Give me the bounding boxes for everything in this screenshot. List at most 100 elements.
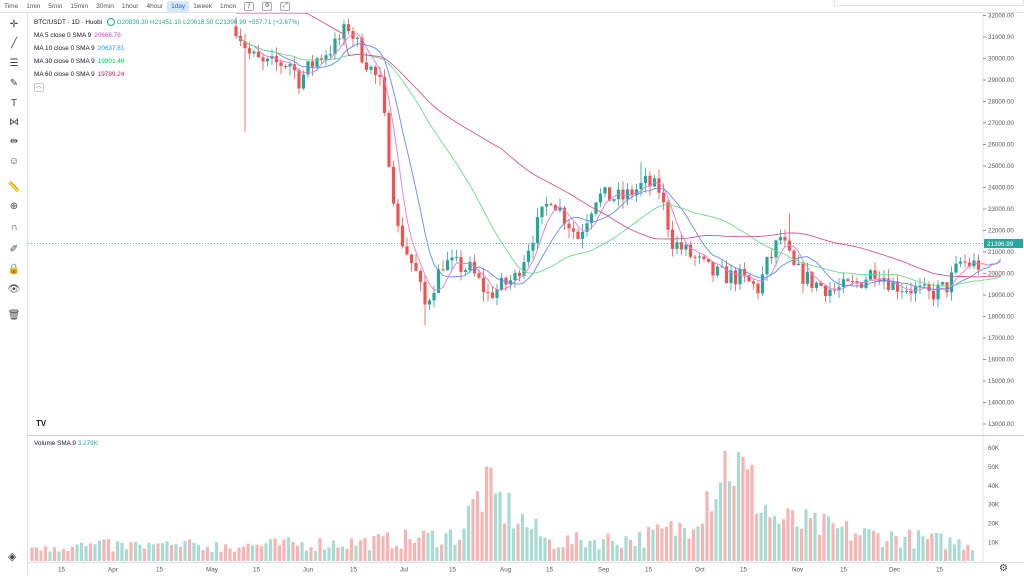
volume-bar[interactable] [588, 540, 592, 561]
candle[interactable] [909, 282, 913, 302]
volume-bar[interactable] [579, 540, 583, 561]
volume-bar[interactable] [48, 551, 52, 561]
candle[interactable] [580, 224, 585, 249]
volume-bar[interactable] [894, 535, 898, 561]
volume-bar[interactable] [354, 545, 358, 561]
volume-bar[interactable] [201, 550, 205, 561]
volume-bar[interactable] [160, 543, 165, 561]
candle[interactable] [607, 187, 612, 201]
volume-bar[interactable] [511, 528, 516, 561]
volume-bar[interactable] [808, 517, 813, 561]
candle[interactable] [715, 264, 720, 278]
volume-bar[interactable] [525, 527, 529, 561]
volume-bar[interactable] [421, 530, 426, 561]
volume-bar[interactable] [651, 529, 655, 561]
volume-bar[interactable] [840, 526, 844, 561]
volume-bar[interactable] [435, 547, 439, 561]
candle[interactable] [877, 271, 882, 285]
candle[interactable] [283, 64, 288, 70]
volume-bar[interactable] [961, 549, 966, 561]
volume-bar[interactable] [534, 518, 538, 561]
volume-bar[interactable] [286, 537, 291, 561]
candle[interactable] [553, 204, 558, 211]
volume-bar[interactable] [709, 511, 714, 561]
candle[interactable] [549, 202, 553, 206]
volume-bar[interactable] [174, 544, 178, 561]
candle[interactable] [895, 274, 900, 299]
candle[interactable] [405, 237, 409, 256]
volume-bar[interactable] [417, 537, 421, 561]
volume-bar[interactable] [259, 546, 264, 561]
candle[interactable] [783, 229, 787, 248]
ma-row[interactable]: MA 10 close 0 SMA 9 20637.81 [34, 42, 299, 55]
volume-bar[interactable] [615, 544, 619, 561]
candle[interactable] [409, 254, 414, 272]
volume-bar[interactable] [412, 542, 417, 561]
volume-bar[interactable] [133, 541, 138, 561]
ma-row[interactable]: MA 5 close 0 SMA 9 20666.76 [34, 29, 299, 42]
volume-bar[interactable] [624, 536, 628, 561]
volume-bar[interactable] [844, 521, 849, 561]
volume-bar[interactable] [655, 524, 660, 561]
volume-bar[interactable] [633, 546, 637, 561]
visibility-icon[interactable] [106, 18, 115, 27]
candle[interactable] [526, 244, 531, 267]
volume-bar[interactable] [93, 544, 97, 561]
volume-bar[interactable] [642, 547, 646, 561]
volume-bar[interactable] [957, 539, 961, 561]
candle[interactable] [724, 260, 729, 284]
volume-bar[interactable] [43, 546, 48, 561]
collapse-legend-button[interactable]: ︿ [34, 83, 44, 92]
candle[interactable] [738, 263, 742, 290]
volume-bar[interactable] [498, 492, 502, 561]
volume-bar[interactable] [349, 538, 354, 561]
candle[interactable] [819, 280, 823, 287]
volume-bar[interactable] [241, 546, 246, 561]
volume-bar[interactable] [138, 544, 142, 561]
volume-bar[interactable] [97, 540, 102, 561]
timeframe-1week[interactable]: 1week [193, 2, 212, 10]
candle[interactable] [625, 183, 630, 206]
volume-bar[interactable] [903, 536, 907, 561]
volume-bar[interactable] [520, 513, 525, 561]
candle[interactable] [472, 254, 477, 277]
volume-bar[interactable] [574, 532, 579, 561]
candle[interactable] [355, 36, 360, 47]
candle[interactable] [904, 286, 909, 295]
volume-bar[interactable] [714, 499, 718, 561]
volume-bar[interactable] [786, 508, 790, 561]
volume-pane[interactable]: 60K 50K 40K 30K 20K 10K [28, 436, 1024, 562]
candle[interactable] [598, 188, 603, 208]
settings-icon[interactable]: ⚙ [262, 1, 273, 11]
volume-bar[interactable] [507, 492, 511, 561]
candle[interactable] [499, 273, 504, 292]
candle[interactable] [427, 298, 432, 310]
magnet-icon[interactable]: ∩ [10, 222, 18, 233]
volume-bar[interactable] [295, 545, 300, 561]
volume-bar[interactable] [723, 450, 727, 561]
candle[interactable] [693, 254, 697, 267]
volume-bar[interactable] [304, 550, 309, 561]
volume-bar[interactable] [660, 528, 664, 561]
candle[interactable] [859, 282, 864, 289]
candle[interactable] [445, 251, 450, 271]
volume-bar[interactable] [952, 544, 957, 561]
volume-bar[interactable] [61, 548, 66, 561]
candle[interactable] [342, 20, 346, 46]
candle[interactable] [243, 33, 247, 132]
volume-bar[interactable] [804, 509, 808, 561]
volume-bar[interactable] [664, 526, 669, 561]
candle[interactable] [603, 186, 607, 198]
candle[interactable] [688, 240, 693, 259]
tradingview-logo[interactable]: TV [36, 419, 47, 428]
volume-bar[interactable] [741, 456, 745, 561]
volume-bar[interactable] [111, 551, 115, 561]
volume-bar[interactable] [255, 544, 259, 561]
volume-bar[interactable] [439, 544, 444, 561]
candle[interactable] [846, 277, 850, 282]
candle[interactable] [657, 169, 661, 200]
candle[interactable] [301, 70, 306, 91]
candle[interactable] [319, 54, 324, 64]
volume-bar[interactable] [552, 548, 556, 561]
volume-bar[interactable] [124, 549, 129, 561]
